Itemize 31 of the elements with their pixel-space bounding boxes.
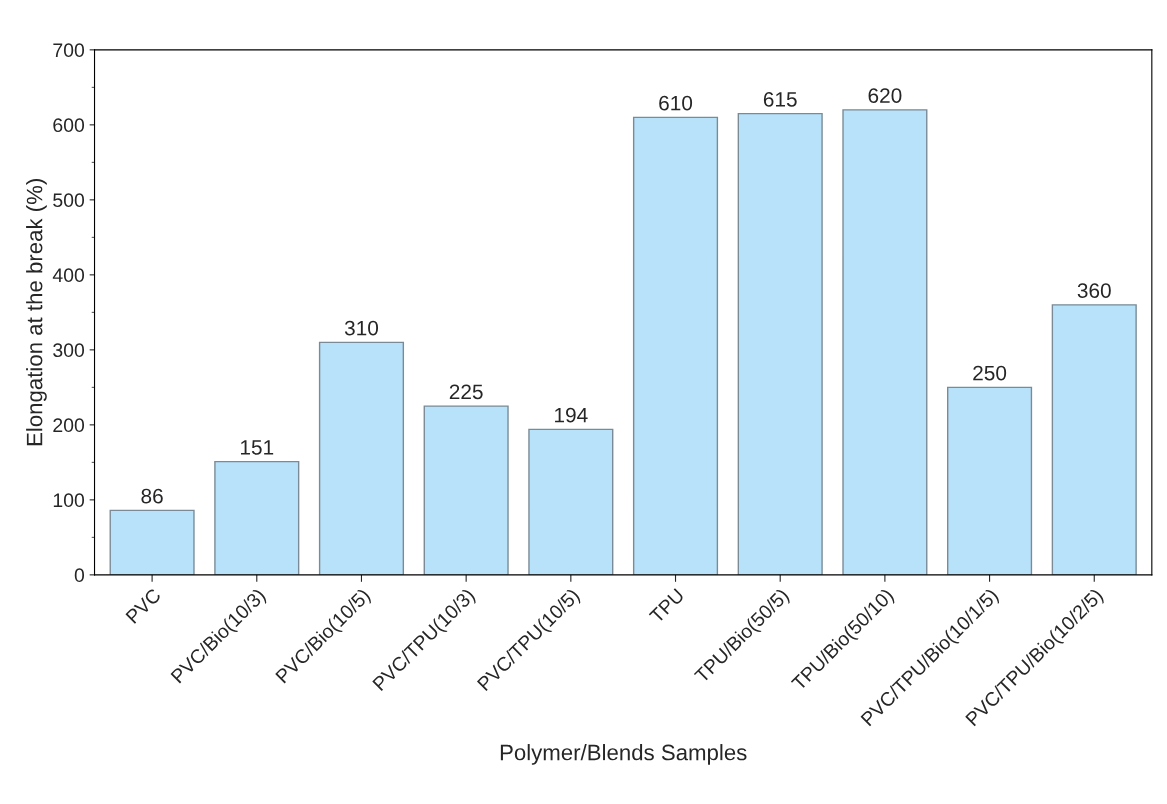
data-label: 360 (1077, 283, 1111, 298)
bar (842, 109, 928, 575)
bar (947, 386, 1033, 575)
x-tick-label: TPU (648, 588, 685, 624)
y-axis-title: Elongation at the break (%) (26, 179, 47, 446)
y-tick-label: 100 (53, 493, 85, 508)
y-tick-label: 600 (53, 118, 85, 133)
y-tick-label: 200 (53, 418, 85, 433)
bar (632, 116, 719, 575)
data-label: 250 (973, 365, 1007, 381)
data-label: 194 (555, 407, 588, 423)
y-tick-label: 300 (53, 343, 85, 358)
bar (214, 460, 300, 575)
bar (109, 509, 195, 575)
bar (737, 112, 823, 575)
y-tick-label: 500 (53, 193, 85, 208)
data-label: 151 (241, 440, 274, 455)
bar (318, 341, 405, 575)
data-label: 86 (141, 488, 163, 504)
bar (1051, 304, 1137, 575)
data-label: 310 (344, 320, 379, 336)
data-label: 610 (659, 95, 693, 111)
data-label: 615 (763, 91, 797, 107)
x-axis-title: Polymer/Blends Samples (500, 744, 747, 765)
data-label: 225 (449, 384, 483, 400)
data-label: 620 (868, 88, 902, 103)
y-tick-label: 400 (52, 268, 85, 283)
bar (528, 428, 614, 575)
y-tick-label: 700 (53, 43, 85, 58)
y-tick-label: 0 (74, 568, 85, 583)
bar (423, 405, 509, 575)
